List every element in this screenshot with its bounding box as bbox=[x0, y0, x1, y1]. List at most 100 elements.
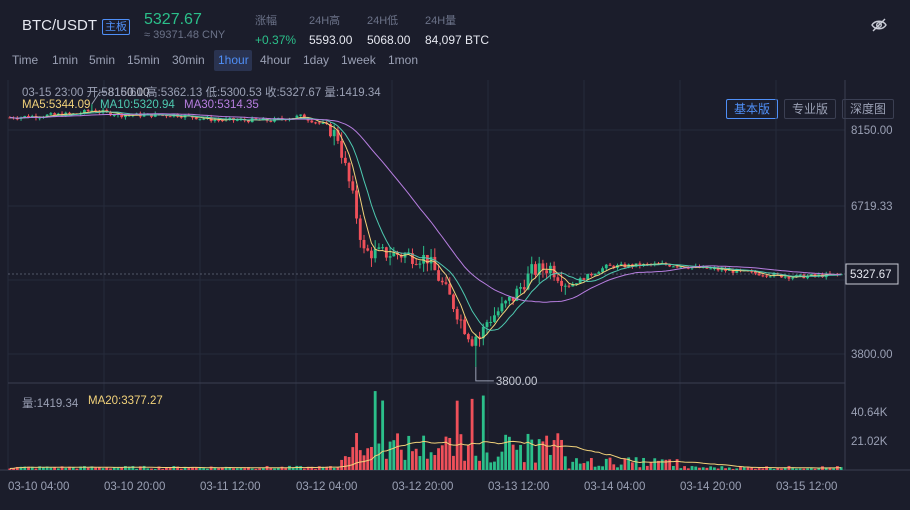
volume-bar bbox=[575, 458, 578, 470]
volume-bar bbox=[239, 467, 243, 470]
volume-bar bbox=[414, 448, 418, 470]
candle-body bbox=[668, 264, 672, 267]
candle-body bbox=[612, 265, 616, 268]
volume-bar bbox=[384, 458, 388, 470]
stat-change: 涨幅 +0.37% bbox=[255, 12, 296, 47]
active-timeframe-highlight bbox=[214, 50, 252, 71]
candle-body bbox=[373, 248, 377, 259]
candlesticks bbox=[8, 104, 843, 367]
candle-body bbox=[466, 334, 470, 340]
volume-bar bbox=[399, 449, 403, 470]
candle-body bbox=[522, 287, 526, 290]
timeframe-1min[interactable]: 1min bbox=[52, 53, 79, 67]
candle-body bbox=[49, 113, 53, 115]
volume-bar bbox=[310, 466, 314, 470]
timeframe-15min[interactable]: 15min bbox=[127, 53, 160, 67]
volume-bar bbox=[120, 467, 124, 470]
volume-bar bbox=[8, 468, 12, 470]
volume-bar bbox=[668, 459, 672, 470]
volume-bar bbox=[213, 467, 217, 470]
candle-body bbox=[686, 267, 690, 269]
volume-bar bbox=[321, 466, 325, 470]
volume-bar bbox=[742, 467, 746, 470]
volume-bar bbox=[38, 466, 42, 470]
trading-pair[interactable]: BTC/USDT bbox=[22, 17, 97, 34]
volume-bar bbox=[537, 439, 541, 470]
candle-body bbox=[463, 319, 467, 335]
volume-bar bbox=[388, 441, 392, 470]
candle-body bbox=[772, 273, 776, 277]
view-pro-button[interactable]: 专业版 bbox=[784, 99, 837, 119]
timeframe-30min[interactable]: 30min bbox=[172, 53, 205, 67]
candle-body bbox=[765, 275, 768, 277]
timeframe-4hour[interactable]: 4hour bbox=[260, 53, 291, 67]
last-price: 5327.67 bbox=[144, 11, 202, 28]
candle-body bbox=[302, 114, 306, 119]
candle-body bbox=[444, 282, 448, 284]
volume-bar bbox=[604, 458, 608, 470]
volume-bar bbox=[124, 466, 127, 470]
candle-body bbox=[411, 253, 414, 264]
volume-bar bbox=[135, 468, 139, 470]
volume-bar bbox=[548, 454, 552, 470]
volume-bar bbox=[526, 433, 530, 470]
volume-bar bbox=[753, 468, 757, 470]
volume-bar bbox=[712, 467, 716, 470]
candle-body bbox=[720, 268, 724, 271]
timeframe-1week[interactable]: 1week bbox=[341, 53, 376, 67]
volume-bars bbox=[8, 391, 843, 470]
volume-bar bbox=[455, 400, 459, 470]
timeframe-5min[interactable]: 5min bbox=[89, 53, 116, 67]
volume-bar bbox=[269, 467, 273, 470]
volume-bar bbox=[336, 467, 340, 470]
candle-body bbox=[15, 118, 19, 120]
timeframe-time[interactable]: Time bbox=[12, 53, 39, 67]
volume-bar bbox=[839, 467, 843, 470]
volume-bar bbox=[56, 468, 60, 470]
candle-body bbox=[806, 275, 810, 279]
volume-bar bbox=[448, 437, 452, 470]
candle-body bbox=[381, 247, 385, 249]
volume-bar bbox=[362, 455, 366, 470]
stat-label: 涨幅 bbox=[255, 15, 277, 27]
candle-body bbox=[448, 283, 452, 295]
candle-body bbox=[679, 266, 683, 268]
volume-bar bbox=[49, 467, 53, 470]
candle-body bbox=[541, 263, 545, 271]
volume-bar bbox=[597, 465, 601, 470]
volume-bar bbox=[116, 467, 120, 470]
volume-bar bbox=[690, 466, 694, 470]
volume-bar bbox=[780, 468, 783, 470]
time-axis-label: 03-10 04:00 bbox=[8, 481, 69, 493]
volume-bar bbox=[832, 468, 836, 470]
candle-body bbox=[515, 288, 519, 301]
volume-axis-label: 40.64K bbox=[851, 407, 888, 419]
volume-bar bbox=[616, 467, 619, 470]
candle-body bbox=[567, 285, 571, 287]
volume-bar bbox=[481, 395, 485, 470]
volume-bar bbox=[161, 468, 165, 470]
stat-value: 5593.00 bbox=[309, 33, 353, 47]
candle-body bbox=[425, 254, 429, 264]
volume-bar bbox=[739, 466, 742, 470]
timeframe-1day[interactable]: 1day bbox=[303, 53, 330, 67]
last-price-tag bbox=[845, 263, 899, 285]
candle-body bbox=[552, 265, 556, 278]
kline-chart[interactable]: 8150.00 6719.33 3800.00 5327.67 40.64K 21.02K… bbox=[0, 76, 910, 510]
timeframe-toolbar: Time 1min 5min 15min 30min 1hour 4hour 1… bbox=[0, 48, 910, 119]
view-depth-button[interactable]: 深度图 bbox=[842, 99, 895, 119]
candle-body bbox=[638, 263, 642, 266]
candle-body bbox=[493, 315, 496, 322]
candle-body bbox=[343, 157, 347, 164]
max-marker-label: 8150.00 bbox=[108, 87, 150, 99]
candle-body bbox=[452, 294, 455, 309]
eye-off-icon[interactable] bbox=[870, 16, 888, 34]
candle-body bbox=[38, 117, 42, 119]
volume-bar bbox=[302, 468, 306, 470]
last-price-label: 5327.67 bbox=[850, 269, 892, 281]
view-basic-button[interactable]: 基本版 bbox=[726, 99, 779, 119]
timeframe-1mon[interactable]: 1mon bbox=[388, 53, 419, 67]
timeframe-1hour[interactable]: 1hour bbox=[218, 53, 249, 67]
volume-ma20-line bbox=[9, 440, 842, 469]
candle-body bbox=[45, 114, 49, 117]
